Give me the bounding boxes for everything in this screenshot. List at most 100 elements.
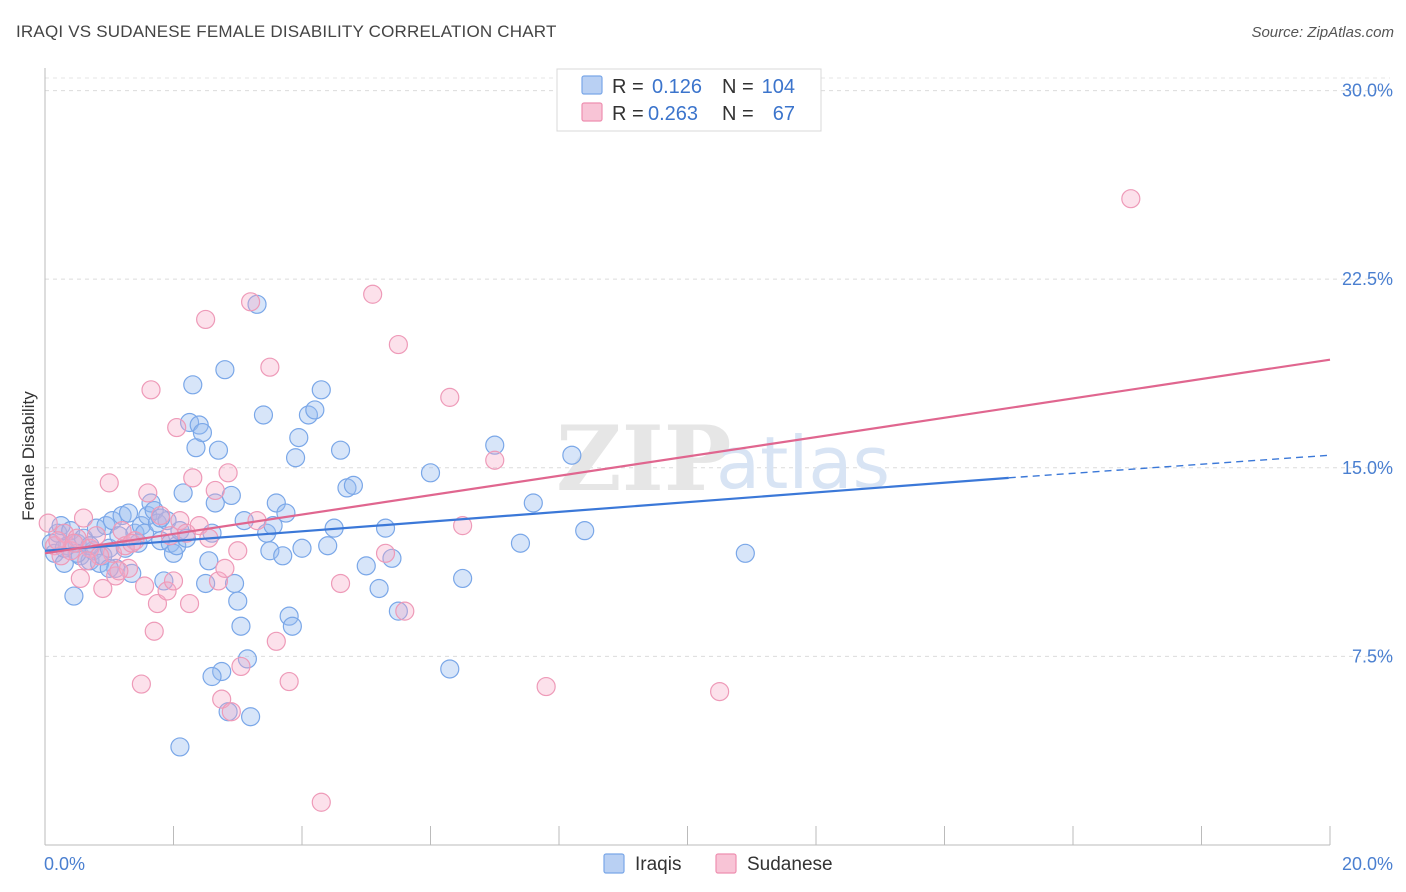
- legend-n-label: N =: [722, 76, 754, 98]
- iraqis-trend-extension: [1008, 454, 1331, 479]
- sudanese-point: [440, 387, 460, 407]
- iraqis-point: [369, 578, 389, 599]
- sudanese-point: [330, 573, 351, 594]
- iraqis-point: [192, 422, 213, 443]
- sudanese-point: [179, 593, 200, 614]
- sudanese-point: [228, 541, 248, 561]
- y-tick-label: 30.0%: [1342, 81, 1393, 101]
- legend-n-label: N =: [722, 103, 754, 125]
- iraqis-point: [292, 538, 312, 558]
- y-tick-label: 22.5%: [1342, 269, 1393, 289]
- sudanese-point: [134, 576, 155, 596]
- iraqis-point: [305, 400, 325, 420]
- sudanese-point: [208, 571, 229, 591]
- iraqis-point: [64, 586, 84, 606]
- sudanese-point: [241, 292, 261, 312]
- source-label: Source: ZipAtlas.com: [1251, 24, 1394, 41]
- sudanese-point: [218, 463, 238, 483]
- iraqis-point: [343, 475, 363, 495]
- sudanese-point: [205, 480, 225, 501]
- iraqis-point: [199, 551, 219, 571]
- iraqis-point: [453, 568, 473, 589]
- iraqis-point: [276, 503, 296, 523]
- sudanese-point: [311, 792, 331, 812]
- sudanese-point: [163, 571, 184, 591]
- iraqis-point: [260, 541, 280, 561]
- sudanese-point: [536, 676, 556, 697]
- bottom-legend-label-iraqis: Iraqis: [635, 854, 681, 875]
- sudanese-trend-line: [44, 358, 1331, 555]
- iraqis-point: [420, 463, 441, 483]
- iraqis-point: [221, 485, 241, 506]
- legend-swatch-sudanese: [581, 102, 603, 122]
- legend-r-label: R =: [612, 76, 644, 98]
- sudanese-point: [170, 510, 190, 531]
- iraqis-point: [212, 661, 232, 682]
- trend-lines: [44, 358, 1331, 555]
- iraqis-point: [266, 493, 286, 513]
- sudanese-point: [196, 309, 216, 330]
- y-axis-label: Female Disability: [19, 391, 38, 521]
- sudanese-point: [266, 631, 286, 651]
- sudanese-point: [131, 674, 151, 694]
- sudanese-point: [109, 561, 129, 581]
- sudanese-point: [221, 702, 241, 722]
- sudanese-point: [138, 483, 158, 503]
- axes: [44, 68, 1331, 846]
- sudanese-point: [157, 581, 177, 601]
- legend-row-sudanese: R = 0.263 N = 67: [581, 102, 795, 125]
- sudanese-point: [73, 508, 94, 528]
- bottom-legend: Iraqis Sudanese: [603, 853, 833, 875]
- iraqis-point: [375, 518, 396, 538]
- iraqis-point: [228, 591, 248, 611]
- sudanese-point: [67, 528, 87, 548]
- sudanese-point: [141, 380, 161, 400]
- iraqis-point: [356, 556, 376, 576]
- legend-row-iraqis: R = 0.126 N = 104: [581, 75, 795, 98]
- iraqis-point: [298, 405, 319, 425]
- iraqis-point: [523, 493, 543, 513]
- sudanese-point: [279, 671, 299, 692]
- sudanese-point: [70, 568, 90, 589]
- sudanese-point: [99, 473, 119, 493]
- sudanese-point: [453, 516, 473, 536]
- y-tick-labels: 7.5% 15.0% 22.5% 30.0%: [1342, 81, 1393, 667]
- watermark: ZIP atlas: [556, 406, 890, 512]
- iraqis-point: [208, 440, 229, 460]
- sudanese-point: [93, 578, 113, 599]
- watermark-atlas: atlas: [716, 421, 890, 505]
- chart-title: IRAQI VS SUDANESE FEMALE DISABILITY CORR…: [16, 22, 557, 41]
- sudanese-point: [151, 505, 171, 526]
- x-tick-label: 20.0%: [1342, 854, 1393, 874]
- bottom-legend-swatch-sudanese: [715, 853, 737, 874]
- legend-r-value: 0.263: [648, 103, 698, 125]
- iraqis-point: [318, 536, 338, 556]
- iraqis-point: [215, 360, 235, 380]
- sudanese-point: [363, 284, 383, 304]
- sudanese-point: [388, 334, 408, 355]
- iraqis-point: [311, 380, 331, 400]
- iraqis-point: [183, 375, 203, 395]
- sudanese-point: [1121, 189, 1141, 209]
- sudanese-point: [183, 468, 203, 488]
- iraqis-point: [170, 737, 190, 757]
- iraqis-point: [289, 428, 309, 448]
- sudanese-point: [77, 551, 97, 571]
- sudanese-point: [260, 357, 280, 377]
- legend-r-value: 0.126: [652, 76, 702, 98]
- sudanese-point: [485, 450, 505, 470]
- legend-swatch-iraqis: [581, 75, 603, 95]
- x-tick-labels: 0.0% 20.0%: [44, 854, 1393, 874]
- sudanese-point: [215, 558, 235, 578]
- iraqis-point: [253, 405, 274, 425]
- iraqis-point: [282, 616, 302, 636]
- y-tick-label: 7.5%: [1352, 646, 1393, 666]
- iraqis-point: [510, 533, 531, 553]
- legend-n-value: 104: [762, 76, 795, 98]
- iraqis-point: [237, 649, 257, 669]
- iraqis-point: [285, 448, 306, 468]
- iraqis-point: [118, 503, 139, 523]
- iraqis-point: [330, 440, 351, 460]
- legend-n-value: 67: [773, 103, 795, 125]
